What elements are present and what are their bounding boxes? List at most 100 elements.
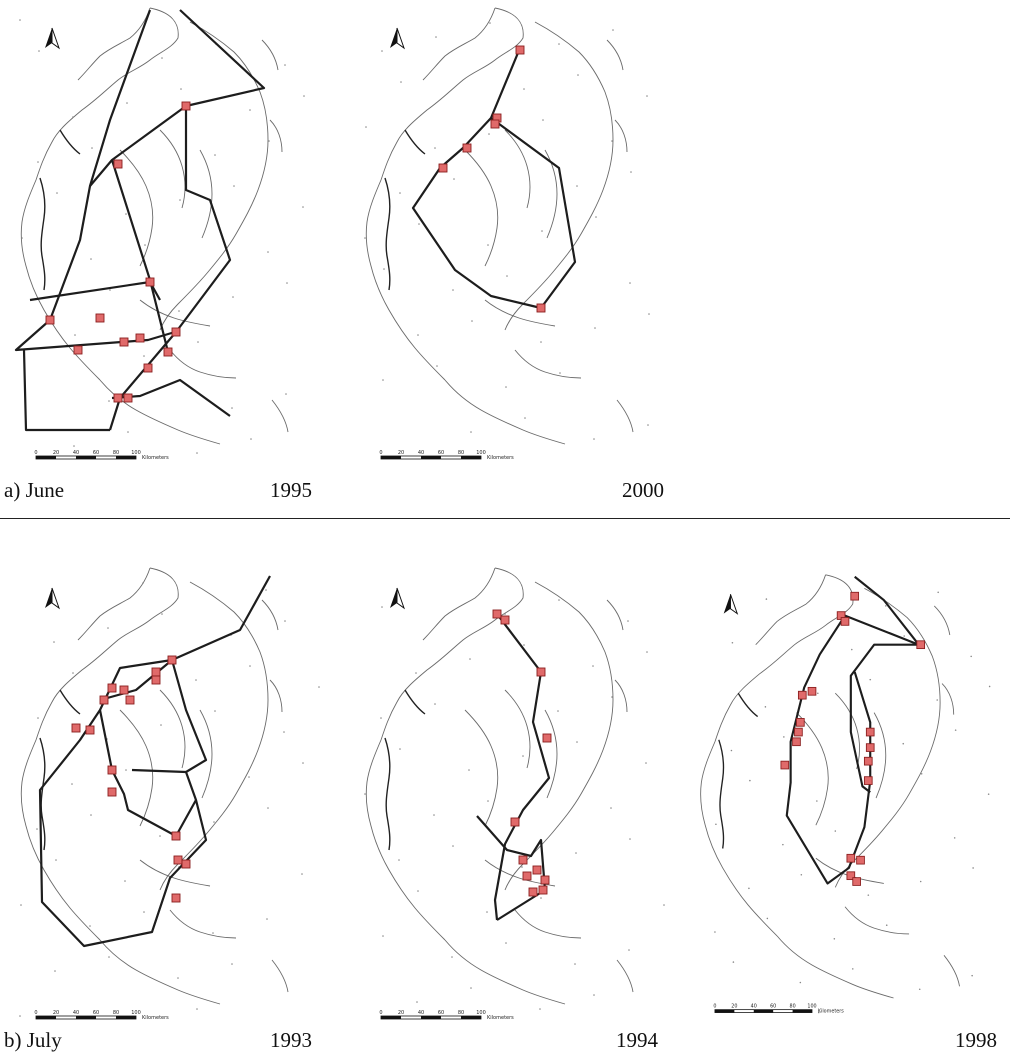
island-dot — [782, 843, 784, 846]
coastline — [700, 574, 854, 937]
island-dot — [765, 598, 768, 600]
coastline — [422, 567, 496, 641]
coastline — [261, 599, 289, 993]
island-dot — [212, 932, 214, 934]
island-dot — [37, 717, 39, 719]
coastline — [606, 599, 634, 993]
island-dot — [214, 154, 216, 156]
scale-tick-label: 0 — [34, 1010, 37, 1016]
coastline — [776, 935, 894, 999]
year-label-1994: 1994 — [616, 1028, 658, 1052]
island-dot — [592, 665, 594, 667]
north-arrow-icon — [390, 587, 405, 610]
station-marker — [852, 877, 861, 886]
island-dot — [143, 911, 145, 913]
station-marker — [173, 855, 183, 865]
station-marker — [73, 345, 83, 355]
coastline — [77, 7, 151, 81]
island-dot — [557, 710, 559, 712]
island-dot — [417, 890, 419, 892]
coastline — [404, 689, 426, 715]
island-dot — [486, 911, 488, 913]
island-dot — [612, 29, 614, 31]
coastline — [365, 7, 524, 381]
island-dot — [970, 655, 972, 658]
coastline — [139, 859, 211, 887]
survey-track — [99, 658, 208, 773]
station-marker — [181, 101, 191, 111]
island-dot — [398, 859, 400, 861]
survey-track — [14, 9, 266, 352]
island-dot — [972, 867, 974, 869]
island-dot — [416, 1001, 418, 1003]
station-marker — [85, 725, 95, 735]
island-dot — [646, 651, 648, 653]
station-marker — [532, 865, 542, 875]
island-dot — [178, 310, 180, 312]
island-dot — [231, 407, 233, 409]
island-dot — [647, 424, 649, 426]
island-dot — [971, 974, 973, 977]
station-marker — [113, 393, 123, 403]
island-dot — [381, 606, 383, 608]
island-dot — [487, 800, 489, 802]
coastline — [20, 567, 179, 941]
island-dot — [715, 823, 717, 826]
coastline — [464, 149, 499, 267]
north-arrow-icon — [45, 27, 60, 50]
island-dot — [301, 873, 303, 875]
island-dot — [936, 699, 938, 701]
station-marker — [797, 690, 807, 700]
island-dot — [575, 852, 577, 854]
island-dot — [818, 1011, 820, 1014]
scale-tick-label: 0 — [713, 1004, 716, 1010]
coastline — [544, 709, 558, 799]
station-marker — [518, 855, 528, 865]
station-marker — [45, 315, 55, 325]
scale-unit-label: Kilometers — [487, 1015, 514, 1021]
panel-divider — [0, 518, 1010, 519]
island-dot — [418, 223, 420, 225]
island-dot — [470, 987, 472, 989]
scale-tick-label: 60 — [438, 1010, 444, 1016]
island-dot — [646, 95, 648, 97]
station-marker — [865, 727, 875, 737]
island-dot — [125, 769, 127, 771]
scale-tick-label: 40 — [73, 450, 79, 456]
island-dot — [231, 963, 233, 965]
island-dot — [124, 880, 126, 882]
island-dot — [506, 275, 508, 277]
station-marker — [171, 893, 181, 903]
island-dot — [161, 613, 163, 615]
island-dot — [988, 685, 991, 688]
island-dot — [195, 679, 197, 681]
island-dot — [286, 282, 288, 284]
station-marker — [167, 655, 177, 665]
station-marker — [145, 277, 155, 287]
station-marker — [171, 327, 181, 337]
scale-tick-label: 100 — [476, 450, 486, 456]
island-dot — [400, 81, 402, 83]
island-dot — [302, 762, 304, 764]
coastline — [514, 909, 582, 939]
scale-tick-label: 80 — [458, 1010, 464, 1016]
island-dot — [284, 620, 286, 622]
island-dot — [249, 665, 251, 667]
island-dot — [19, 1015, 21, 1017]
island-dot — [399, 192, 401, 194]
island-dot — [954, 729, 957, 731]
island-dot — [574, 963, 576, 965]
coastline — [504, 129, 531, 209]
map-june-2000: 0 20 40 60 80 100 Kilometers — [345, 0, 685, 480]
coastline — [99, 379, 221, 445]
island-dot — [521, 866, 523, 868]
island-dot — [54, 970, 56, 972]
island-dot — [19, 19, 21, 21]
island-dot — [987, 793, 990, 795]
island-dot — [833, 938, 836, 940]
scale-tick-label: 40 — [418, 1010, 424, 1016]
